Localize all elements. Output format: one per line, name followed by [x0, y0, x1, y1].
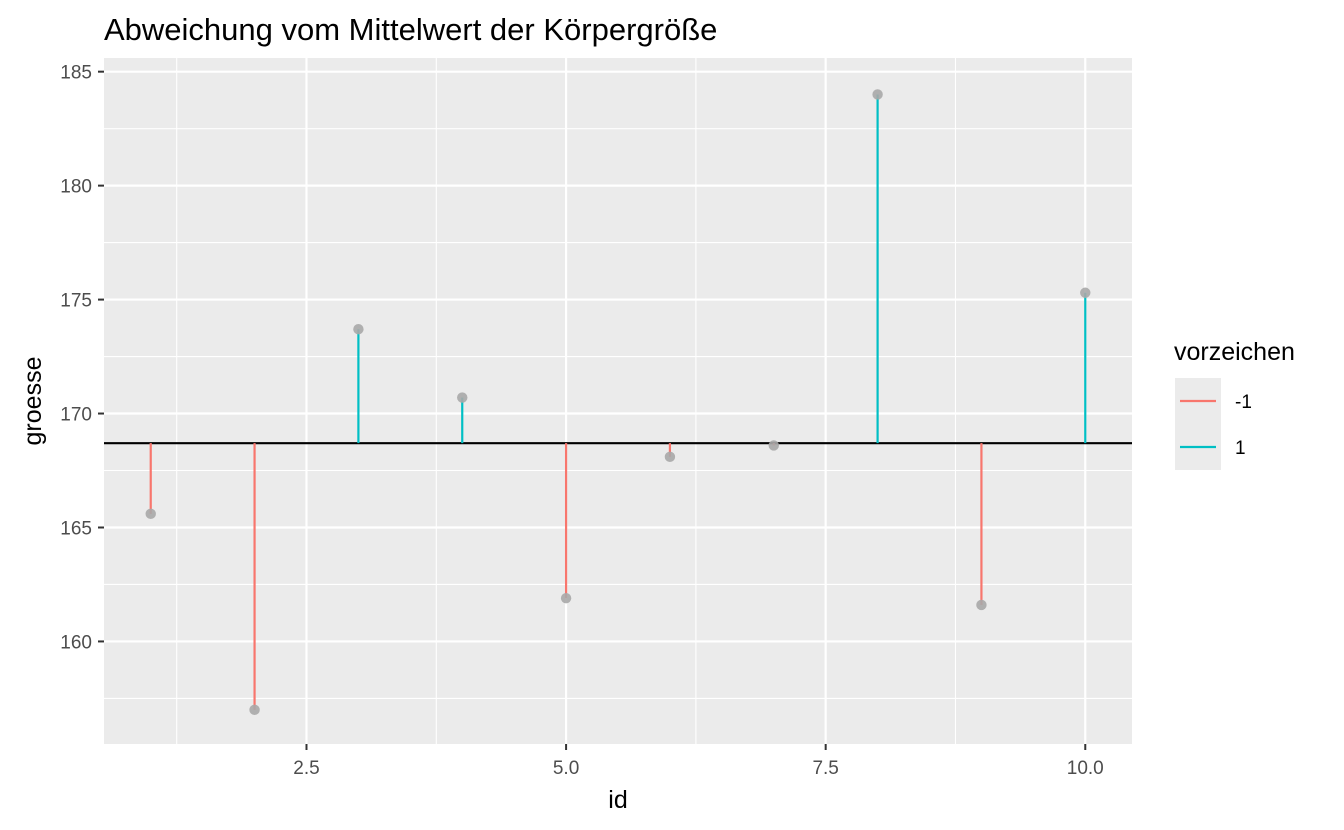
- y-tick-label: 180: [60, 177, 92, 198]
- point-2: [249, 704, 260, 716]
- point-3: [353, 324, 364, 335]
- point-4: [457, 392, 468, 403]
- point-10: [1080, 287, 1091, 298]
- y-axis-title: groesse: [19, 357, 47, 446]
- y-tick-label: 170: [60, 405, 92, 426]
- point-8: [872, 89, 883, 100]
- legend: vorzeichen -1 1: [1174, 338, 1295, 470]
- plot-panel: [104, 58, 1132, 744]
- y-tick-label: 185: [60, 63, 92, 84]
- y-tick-label: 165: [60, 518, 92, 539]
- x-tick-label: 5.0: [553, 758, 579, 779]
- point-5: [560, 592, 572, 604]
- stems: [149, 94, 1087, 710]
- points: [145, 89, 1091, 716]
- point-1: [145, 508, 156, 520]
- x-tick-label: 2.5: [293, 758, 319, 779]
- legend-label: 1: [1235, 438, 1246, 459]
- point-6: [664, 451, 676, 463]
- legend-title: vorzeichen: [1174, 338, 1295, 366]
- x-axis-title: id: [608, 786, 627, 814]
- x-tick-label: 7.5: [812, 758, 838, 779]
- point-7: [768, 440, 779, 451]
- point-9: [976, 599, 987, 611]
- grid-minor: [104, 58, 1132, 744]
- legend-label: -1: [1235, 392, 1252, 413]
- x-tick-label: 10.0: [1067, 758, 1104, 779]
- y-tick-label: 175: [60, 291, 92, 312]
- chart-title: Abweichung vom Mittelwert der Körpergröß…: [104, 12, 717, 47]
- x-axis: 2.5 5.0 7.5 10.0: [293, 744, 1104, 779]
- y-axis: 160 165 170 175 180 185: [60, 63, 104, 653]
- y-tick-label: 160: [60, 632, 92, 653]
